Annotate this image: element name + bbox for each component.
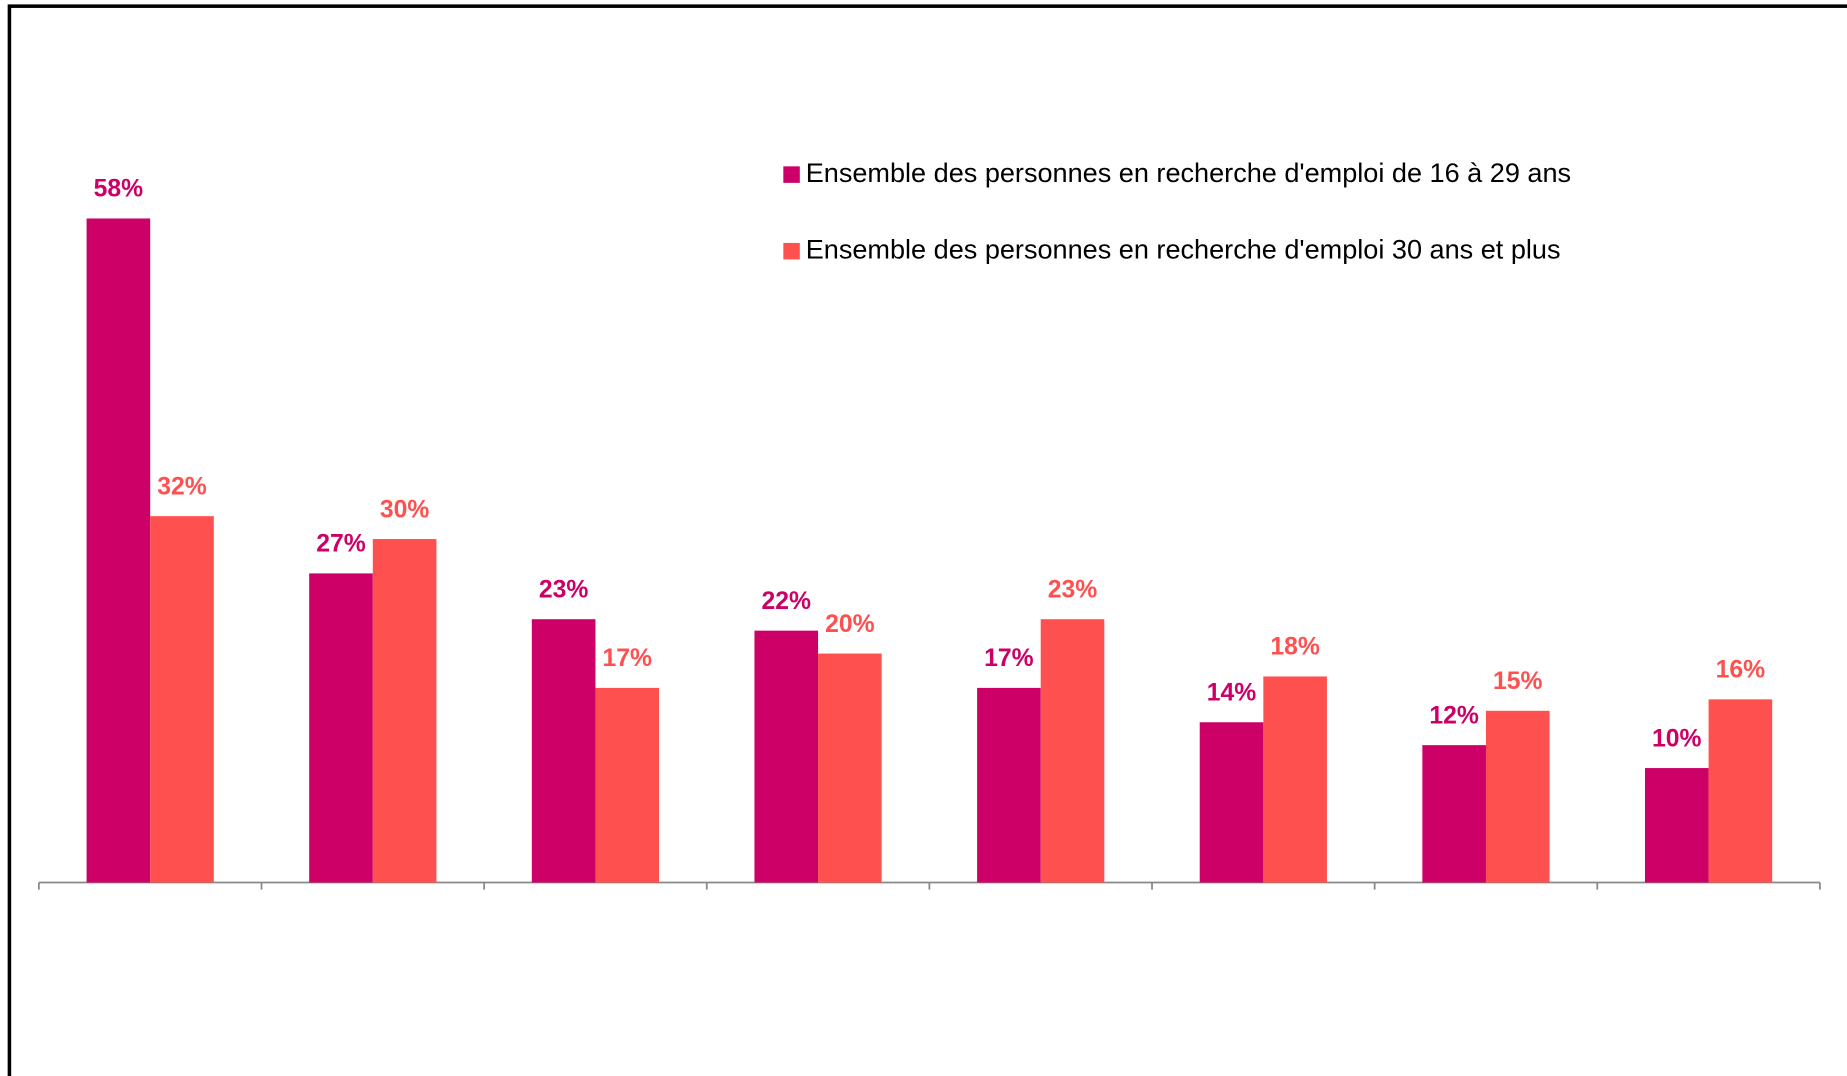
bar — [977, 687, 1041, 883]
value-label: 17% — [603, 645, 652, 672]
value-label: 16% — [1716, 657, 1765, 684]
legend-label: Ensemble des personnes en recherche d'em… — [806, 233, 1561, 264]
bar — [1263, 676, 1327, 883]
bar — [754, 630, 819, 883]
bar — [1199, 722, 1264, 883]
bar — [1708, 699, 1773, 883]
value-label: 17% — [984, 645, 1033, 672]
bar — [1040, 619, 1105, 883]
value-label: 23% — [539, 576, 588, 603]
bar — [150, 516, 214, 883]
value-label: 30% — [380, 496, 429, 523]
bar — [1485, 710, 1550, 883]
legend-swatch — [783, 166, 800, 183]
bar — [309, 573, 373, 883]
value-label: 32% — [157, 473, 206, 500]
value-label: 22% — [762, 588, 811, 615]
bar — [531, 619, 596, 883]
bar — [1644, 768, 1709, 883]
value-label: 20% — [825, 611, 874, 638]
value-label: 12% — [1429, 702, 1478, 729]
bar — [1422, 745, 1486, 883]
bar — [86, 218, 151, 883]
value-label: 27% — [316, 531, 365, 558]
bar — [595, 687, 660, 883]
bar — [818, 653, 882, 883]
value-label: 23% — [1048, 576, 1097, 603]
value-label: 14% — [1207, 680, 1256, 707]
value-label: 10% — [1652, 725, 1701, 752]
value-label: 58% — [94, 176, 143, 203]
legend-swatch — [783, 242, 800, 260]
chart-frame — [7, 4, 1847, 1076]
value-label: 18% — [1270, 634, 1319, 661]
legend-label: Ensemble des personnes en recherche d'em… — [806, 157, 1571, 188]
value-label: 15% — [1493, 668, 1542, 695]
bar — [372, 539, 437, 883]
